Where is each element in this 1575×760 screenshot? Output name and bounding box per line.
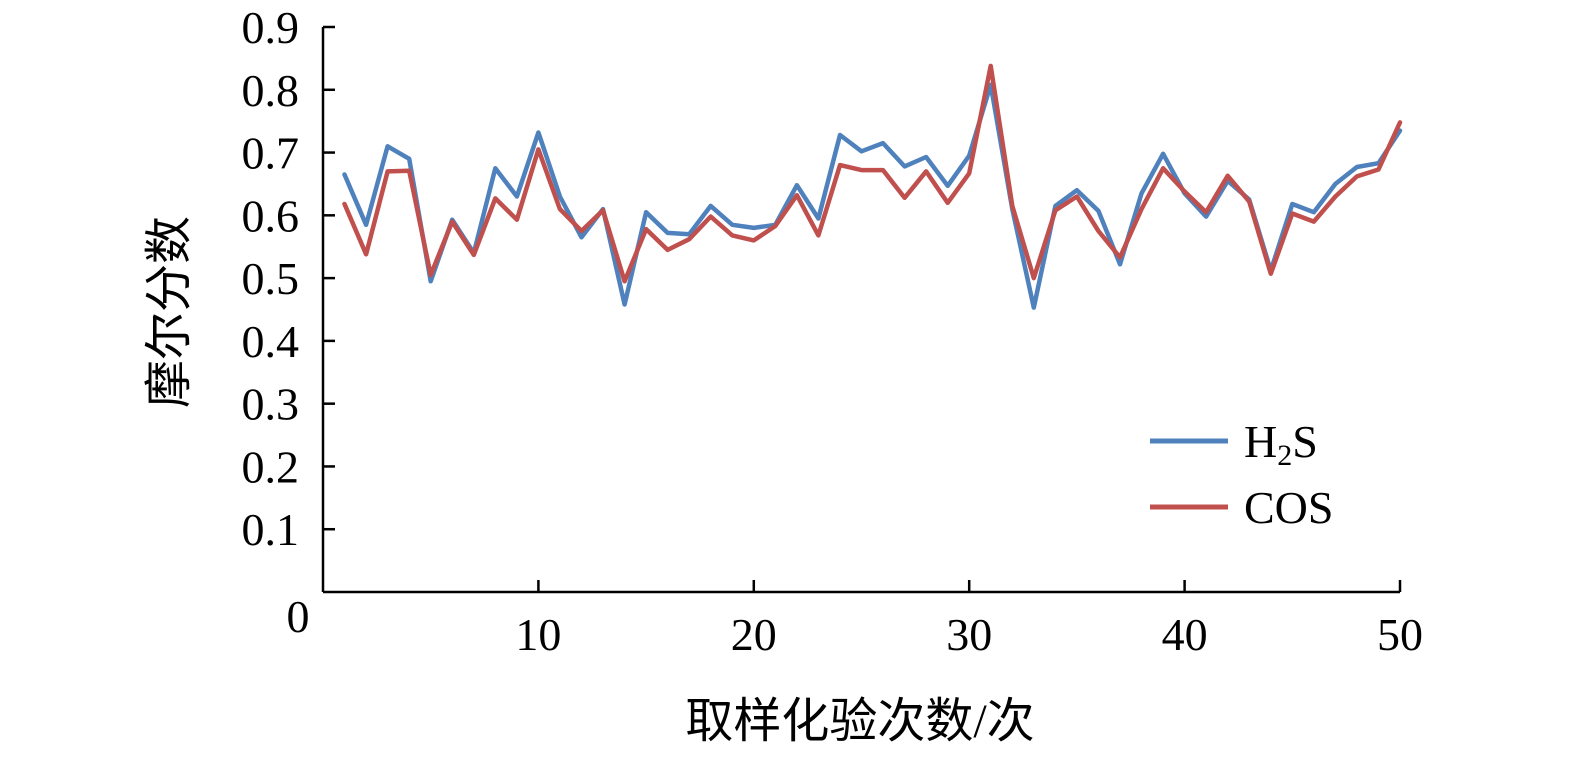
- legend-label-cos: COS: [1244, 482, 1333, 533]
- y-tick-label: 0.1: [242, 504, 300, 555]
- y-tick-label: 0.6: [242, 190, 300, 241]
- series-line-h2s: [342, 82, 1403, 310]
- series-line-cos: [342, 63, 1403, 284]
- series: [342, 63, 1403, 310]
- y-ticks: 0.1 0.2 0.3 0.4 0.5 0.6 0.7 0.8 0.9: [242, 2, 335, 555]
- axes: [321, 27, 1400, 594]
- legend-label-h2s-base: H: [1244, 416, 1277, 467]
- y-tick-label: 0.8: [242, 65, 300, 116]
- y-tick-label: 0.9: [242, 2, 300, 53]
- x-tick-label: 10: [515, 609, 561, 660]
- x-axis-title: 取样化验次数/次: [685, 695, 1034, 748]
- x-tick-label: 40: [1162, 609, 1208, 660]
- y-tick-label: 0.5: [242, 253, 300, 304]
- legend-label-h2s-sub: 2: [1277, 439, 1292, 472]
- legend-label-h2s-tail: S: [1292, 416, 1318, 467]
- y-tick-label: 0.7: [242, 128, 300, 179]
- x-tick-label: 50: [1377, 609, 1423, 660]
- x-ticks: 10 20 30 40 50: [515, 580, 1423, 660]
- x-tick-label: 30: [946, 609, 992, 660]
- origin-label: 0: [287, 591, 310, 642]
- y-tick-label: 0.3: [242, 379, 300, 430]
- legend-item-cos: COS: [1150, 482, 1333, 533]
- x-tick-label: 20: [731, 609, 777, 660]
- y-tick-label: 0.4: [242, 316, 300, 367]
- legend-label-h2s: H2S: [1244, 416, 1318, 472]
- legend-item-h2s: H2S: [1150, 416, 1318, 472]
- y-axis-title: 摩尔分数: [143, 216, 196, 408]
- y-tick-label: 0.2: [242, 441, 300, 492]
- legend: H2S COS: [1150, 416, 1333, 533]
